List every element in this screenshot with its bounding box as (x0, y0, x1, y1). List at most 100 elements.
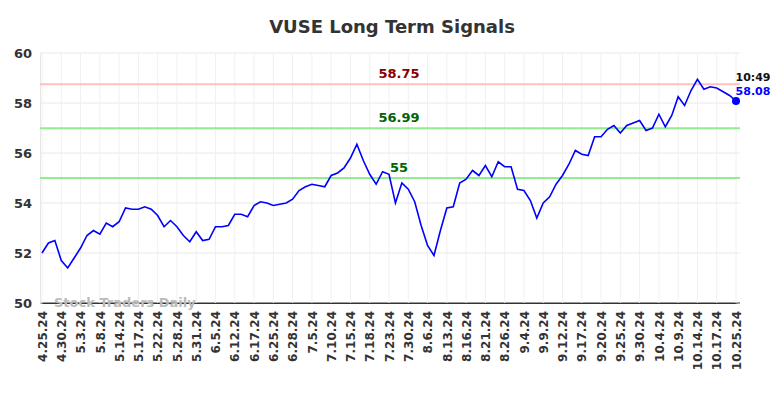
tick-label: 5.3.24 (74, 311, 88, 354)
tick-label: 8.13.24 (441, 311, 455, 362)
tick-label: 8.21.24 (479, 311, 493, 362)
tick: 54 (14, 196, 40, 211)
tick: 5.28.24 (171, 303, 185, 362)
tick: 8.26.24 (498, 303, 512, 362)
tick: 7.15.24 (344, 303, 358, 362)
grid-line (40, 103, 740, 104)
tick: 6.5.24 (209, 303, 223, 354)
tick-label: 60 (14, 46, 32, 61)
tick-label: 9.12.24 (556, 311, 570, 362)
tick: 56 (14, 146, 40, 161)
reference-lines (40, 84, 740, 178)
tick: 7.18.24 (363, 303, 377, 362)
tick-label: 10.25.24 (730, 311, 744, 370)
tick-label: 5.22.24 (151, 311, 165, 362)
tick: 6.12.24 (228, 303, 242, 362)
tick: 9.25.24 (614, 303, 628, 362)
plot (42, 79, 740, 268)
tick-label: 52 (14, 246, 32, 261)
last-point (732, 97, 740, 105)
price-line (42, 79, 736, 268)
x-axis: 4.25.24 4.30.24 5.3.24 5.8.24 5.14.24 5.17.24… (36, 303, 744, 370)
annotation: 10:49 (735, 71, 770, 84)
tick-label: 6.25.24 (267, 311, 281, 362)
tick: 5.22.24 (151, 303, 165, 362)
title: VUSE Long Term Signals (269, 16, 515, 37)
tick: 6.28.24 (286, 303, 300, 362)
tick-label: 4.25.24 (36, 311, 50, 362)
tick: 8.13.24 (441, 303, 455, 362)
tick: 6.17.24 (248, 303, 262, 362)
data-label: 58.08 (736, 85, 771, 98)
reference-label: 56.99 (378, 110, 419, 125)
tick: 5.31.24 (190, 303, 204, 362)
grid (40, 53, 740, 303)
tick-label: 6.5.24 (209, 311, 223, 354)
tick: 5.8.24 (94, 303, 108, 354)
tick-label: 9.30.24 (633, 311, 647, 362)
tick: 4.30.24 (55, 303, 69, 362)
grid-line (40, 153, 740, 154)
grid-line (40, 53, 740, 54)
tick: 7.10.24 (325, 303, 339, 362)
tick-label: 6.12.24 (228, 311, 242, 362)
tick: 10.9.24 (672, 303, 686, 362)
tick-label: 10.9.24 (672, 311, 686, 362)
reference-line (40, 127, 740, 129)
tick-label: 10.17.24 (710, 311, 724, 370)
tick: 7.30.24 (402, 303, 416, 362)
tick: 10.17.24 (710, 303, 724, 370)
tick: 52 (14, 246, 40, 261)
tick-label: 10.14.24 (691, 311, 705, 370)
tick-label: 56 (14, 146, 32, 161)
tick: 50 (14, 296, 40, 311)
tick: 60 (14, 46, 40, 61)
grid-line (40, 203, 740, 204)
tick-label: 6.28.24 (286, 311, 300, 362)
tick-label: 9.25.24 (614, 311, 628, 362)
tick-label: 8.16.24 (460, 311, 474, 362)
tick: 5.3.24 (74, 303, 88, 354)
tick: 4.25.24 (36, 303, 50, 362)
tick: 10.14.24 (691, 303, 705, 370)
tick: 9.4.24 (518, 303, 532, 354)
tick-label: 7.23.24 (383, 311, 397, 362)
reference-label: 58.75 (378, 66, 419, 81)
tick: 9.30.24 (633, 303, 647, 362)
tick-label: 9.17.24 (575, 311, 589, 362)
tick: 7.23.24 (383, 303, 397, 362)
tick-label: 7.18.24 (363, 311, 377, 362)
tick-label: 7.10.24 (325, 311, 339, 362)
tick-label: 54 (14, 196, 32, 211)
tick-label: 7.30.24 (402, 311, 416, 362)
tick-label: 10.4.24 (653, 311, 667, 362)
tick-label: 8.26.24 (498, 311, 512, 362)
tick-label: 8.6.24 (421, 311, 435, 354)
tick-label: 50 (14, 296, 32, 311)
tick: 6.25.24 (267, 303, 281, 362)
tick: 10.25.24 (730, 303, 744, 370)
tick: 8.6.24 (421, 303, 435, 354)
tick: 8.16.24 (460, 303, 474, 362)
tick-label: 9.4.24 (518, 311, 532, 354)
reference-line (40, 83, 740, 85)
tick-label: 4.30.24 (55, 311, 69, 362)
y-axis: 50 52 54 56 58 60 (14, 46, 41, 311)
tick-label: 5.28.24 (171, 311, 185, 362)
tick-label: 7.5.24 (306, 311, 320, 354)
tick-label: 6.17.24 (248, 311, 262, 362)
tick: 5.14.24 (113, 303, 127, 362)
tick-label: 58 (14, 96, 32, 111)
tick: 7.5.24 (306, 303, 320, 354)
tick-label: 5.31.24 (190, 311, 204, 362)
tick: 8.21.24 (479, 303, 493, 362)
tick: 9.20.24 (595, 303, 609, 362)
tick: 5.17.24 (132, 303, 146, 362)
tick-label: 9.20.24 (595, 311, 609, 362)
watermark: Stock Traders Daily (54, 295, 196, 310)
tick-label: 5.8.24 (94, 311, 108, 354)
tick: 9.12.24 (556, 303, 570, 362)
tick: 10.4.24 (653, 303, 667, 362)
tick: 58 (14, 96, 40, 111)
tick-label: 5.14.24 (113, 311, 127, 362)
